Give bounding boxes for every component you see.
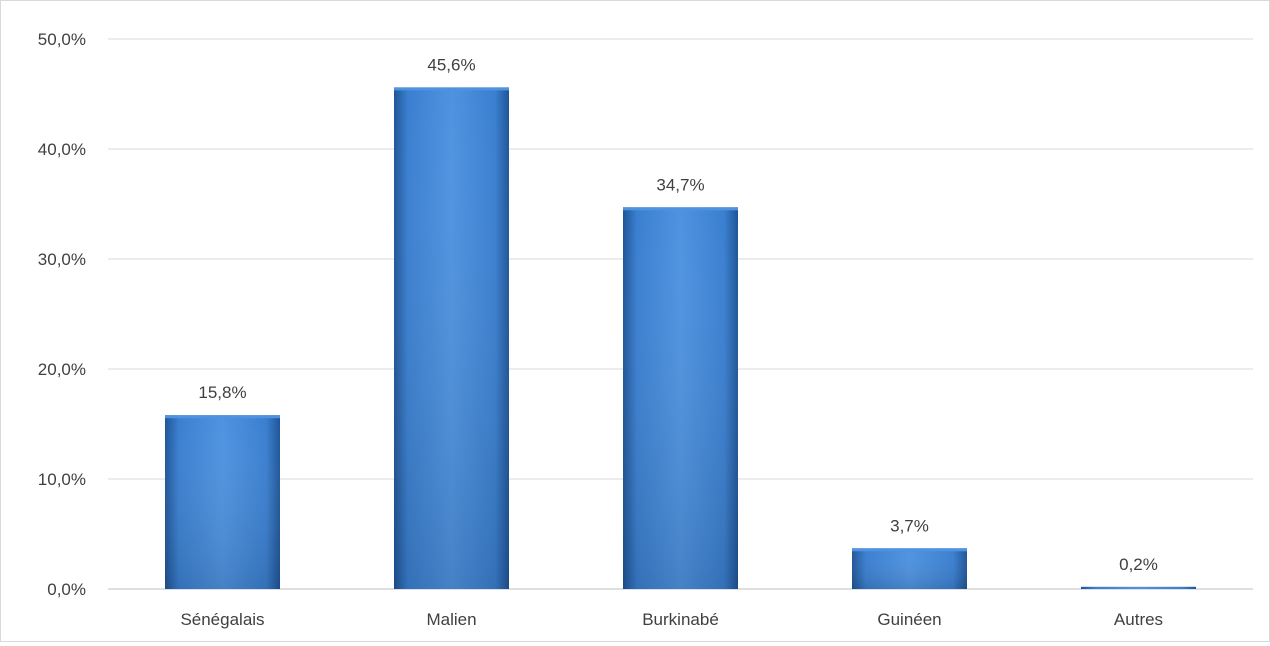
bar-shade [852, 548, 967, 589]
data-label: 0,2% [1119, 555, 1158, 574]
data-label: 45,6% [427, 55, 475, 74]
bar-shade [623, 207, 738, 590]
x-tick-label: Guinéen [877, 610, 941, 629]
data-label: 34,7% [656, 175, 704, 194]
bar-top-highlight [623, 207, 738, 211]
x-tick-label: Burkinabé [642, 610, 719, 629]
y-axis-tick-labels: 0,0% 10,0% 20,0% 30,0% 40,0% 50,0% [38, 30, 86, 599]
bar-autres [1081, 586, 1196, 589]
bar-shade [165, 415, 280, 589]
bars [165, 87, 1196, 590]
y-tick-label: 50,0% [38, 30, 86, 49]
bar-top-highlight [165, 415, 280, 419]
bar-top-highlight [394, 87, 509, 91]
x-axis-tick-labels: Sénégalais Malien Burkinabé Guinéen Autres [180, 610, 1163, 629]
data-labels: 15,8% 45,6% 34,7% 3,7% 0,2% [198, 55, 1157, 573]
y-tick-label: 10,0% [38, 470, 86, 489]
y-tick-label: 40,0% [38, 140, 86, 159]
bar-top-highlight [852, 548, 967, 552]
data-label: 3,7% [890, 516, 929, 535]
x-tick-label: Malien [426, 610, 476, 629]
x-tick-label: Autres [1114, 610, 1163, 629]
x-tick-label: Sénégalais [180, 610, 264, 629]
bar-shade [394, 87, 509, 590]
y-tick-label: 0,0% [47, 580, 86, 599]
y-tick-label: 20,0% [38, 360, 86, 379]
data-label: 15,8% [198, 383, 246, 402]
y-tick-label: 30,0% [38, 250, 86, 269]
